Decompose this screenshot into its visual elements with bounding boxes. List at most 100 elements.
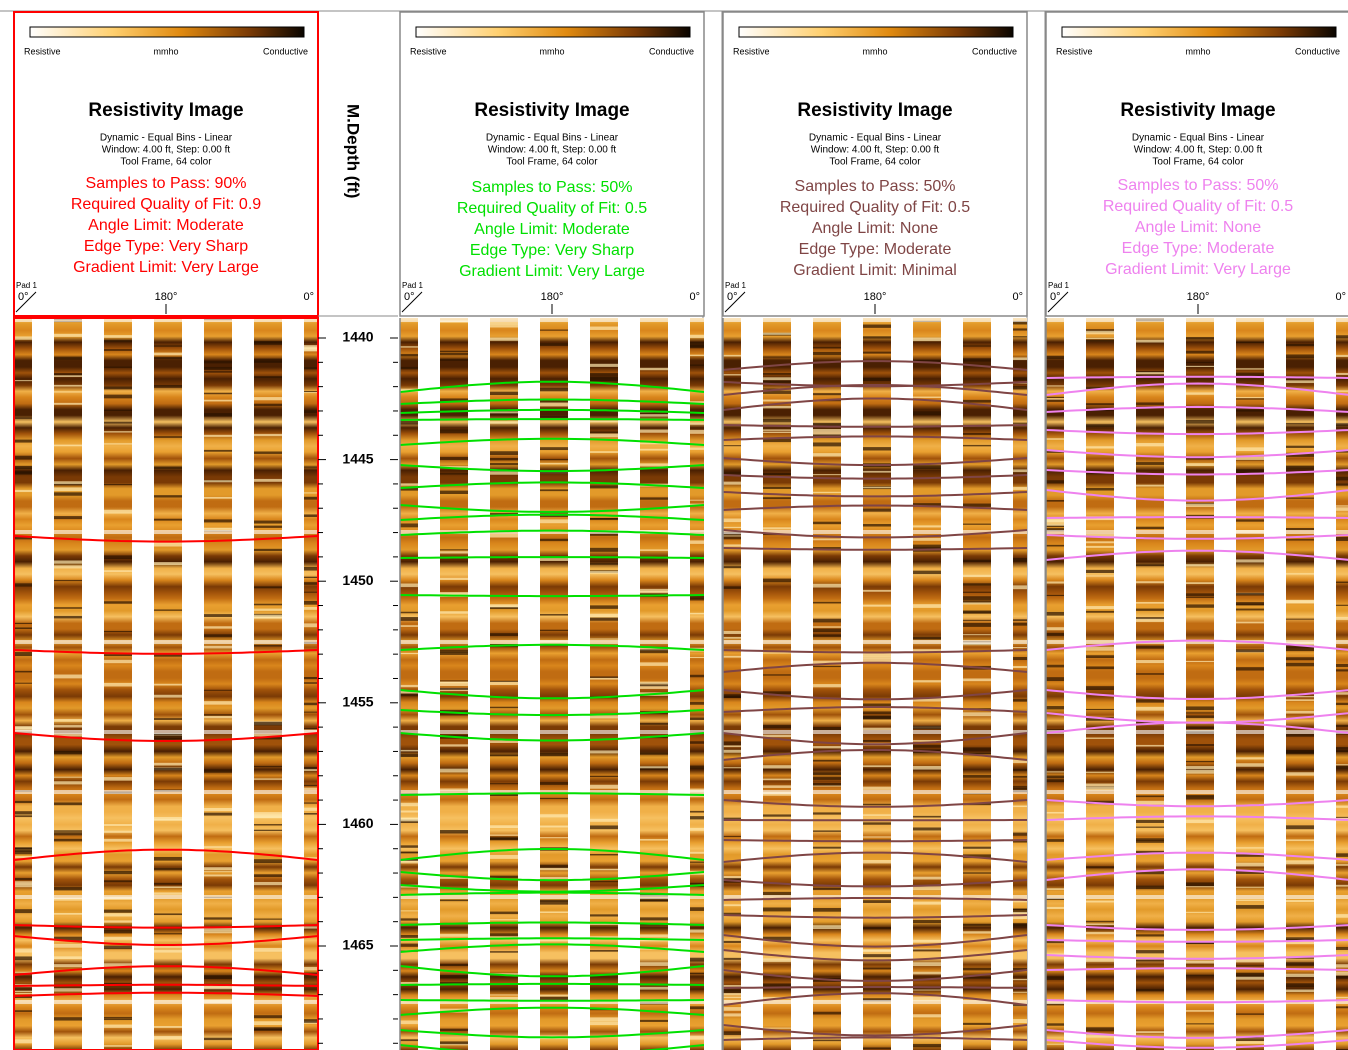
texture-band — [963, 575, 991, 577]
texture-band — [4, 991, 32, 992]
texture-band — [590, 678, 618, 680]
texture-band — [1286, 962, 1314, 966]
texture-band — [540, 837, 568, 838]
texture-band — [1136, 707, 1164, 711]
texture-band — [154, 467, 182, 469]
texture-band — [254, 882, 282, 885]
texture-band — [1136, 820, 1164, 823]
texture-band — [763, 487, 791, 489]
pick-setting: Gradient Limit: Very Large — [459, 263, 645, 280]
texture-band — [540, 558, 568, 561]
texture-band — [1086, 921, 1114, 922]
texture-band — [1086, 570, 1114, 573]
texture-band — [104, 335, 132, 338]
texture-band — [1286, 711, 1314, 714]
texture-band — [1086, 647, 1114, 651]
texture-band — [1286, 699, 1314, 701]
texture-band — [490, 876, 518, 878]
texture-band — [1286, 839, 1314, 841]
texture-band — [1336, 997, 1348, 998]
texture-band — [4, 949, 32, 953]
texture-band — [913, 571, 941, 574]
texture-band — [4, 1010, 32, 1012]
pick-setting: Samples to Pass: 50% — [472, 179, 633, 196]
texture-band — [1136, 619, 1164, 622]
texture-band — [440, 611, 468, 613]
texture-band — [963, 968, 991, 971]
texture-band — [863, 954, 891, 957]
texture-band — [1086, 331, 1114, 335]
texture-band — [863, 704, 891, 707]
texture-band — [913, 465, 941, 469]
pad-gap — [723, 318, 1027, 322]
texture-band — [1136, 745, 1164, 747]
texture-band — [390, 918, 418, 920]
texture-band — [4, 909, 32, 913]
texture-band — [54, 725, 82, 727]
texture-band — [1286, 354, 1314, 358]
texture-band — [1136, 443, 1164, 446]
texture-band — [863, 378, 891, 381]
pad-label: Pad 1 — [725, 281, 746, 290]
texture-band — [1086, 606, 1114, 609]
texture-band — [54, 751, 82, 754]
texture-band — [4, 683, 32, 684]
texture-band — [590, 518, 618, 519]
depth-label: 1450 — [342, 572, 373, 588]
texture-band — [1086, 546, 1114, 548]
texture-band — [813, 626, 841, 627]
texture-band — [1286, 446, 1314, 448]
texture-band — [1136, 609, 1164, 611]
pad-gap — [400, 895, 704, 899]
texture-band — [104, 824, 132, 826]
texture-band — [813, 352, 841, 355]
texture-band — [640, 449, 668, 451]
texture-band — [490, 322, 518, 326]
texture-band — [1086, 958, 1114, 961]
pick-setting: Samples to Pass: 90% — [86, 175, 247, 192]
texture-band — [813, 429, 841, 432]
texture-band — [1186, 975, 1214, 977]
pad-gap — [14, 530, 318, 534]
texture-band — [913, 545, 941, 548]
texture-band — [913, 338, 941, 342]
texture-band — [254, 645, 282, 647]
texture-band — [440, 650, 468, 653]
pick-setting: Samples to Pass: 50% — [795, 178, 956, 195]
texture-band — [763, 432, 791, 433]
texture-band — [254, 766, 282, 767]
texture-band — [1186, 564, 1214, 566]
texture-band — [104, 631, 132, 632]
texture-band — [640, 589, 668, 592]
texture-band — [154, 1036, 182, 1040]
texture-band — [254, 815, 282, 818]
texture-band — [1186, 912, 1214, 913]
texture-band — [254, 948, 282, 952]
texture-band — [813, 777, 841, 780]
texture-band — [863, 787, 891, 790]
colorbar-label: mmho — [862, 46, 887, 56]
texture-band — [813, 847, 841, 849]
texture-band — [154, 817, 182, 818]
pick-setting: Required Quality of Fit: 0.5 — [1103, 198, 1293, 215]
texture-band — [913, 525, 941, 527]
texture-band — [1086, 901, 1114, 903]
texture-band — [590, 327, 618, 330]
texture-band — [1286, 344, 1314, 346]
texture-band — [490, 463, 518, 465]
pad-gap — [1046, 318, 1348, 322]
texture-band — [813, 347, 841, 349]
texture-band — [863, 656, 891, 658]
texture-band — [763, 497, 791, 499]
pad-gap — [14, 730, 318, 734]
texture-band — [1136, 795, 1164, 797]
texture-band — [1286, 750, 1314, 753]
texture-band — [963, 596, 991, 600]
texture-band — [1236, 604, 1264, 606]
texture-band — [1086, 424, 1114, 427]
texture-band — [1086, 575, 1114, 576]
texture-band — [254, 586, 282, 588]
texture-band — [1086, 772, 1114, 773]
texture-band — [54, 1017, 82, 1020]
texture-band — [254, 397, 282, 400]
